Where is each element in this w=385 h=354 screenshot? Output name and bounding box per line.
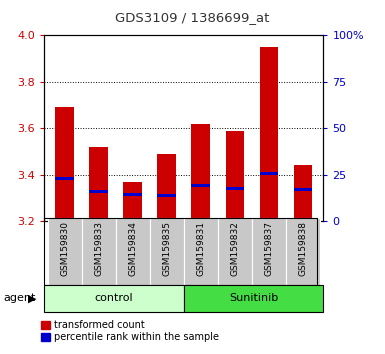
Legend: transformed count, percentile rank within the sample: transformed count, percentile rank withi…	[42, 320, 219, 342]
Bar	[82, 218, 116, 285]
Bar	[150, 218, 184, 285]
Text: GSM159834: GSM159834	[128, 221, 137, 276]
Text: GSM159830: GSM159830	[60, 221, 69, 276]
Bar	[294, 166, 312, 221]
Bar	[184, 218, 218, 285]
Bar	[218, 218, 252, 285]
Bar	[157, 194, 176, 197]
Bar	[191, 124, 210, 221]
Text: GDS3109 / 1386699_at: GDS3109 / 1386699_at	[116, 11, 270, 24]
Bar	[259, 172, 278, 175]
Text: GSM159838: GSM159838	[298, 221, 308, 276]
Bar	[252, 218, 286, 285]
Text: control: control	[95, 293, 133, 303]
Bar	[89, 189, 108, 193]
Bar	[226, 187, 244, 190]
Text: GSM159837: GSM159837	[264, 221, 273, 276]
Bar	[116, 218, 150, 285]
Bar	[184, 285, 323, 312]
Bar	[55, 177, 74, 180]
Bar	[55, 107, 74, 221]
Bar	[44, 285, 184, 312]
Bar	[157, 154, 176, 221]
Text: GSM159832: GSM159832	[230, 221, 239, 276]
Bar	[294, 188, 312, 192]
Bar	[48, 218, 82, 285]
Bar	[286, 218, 320, 285]
Text: GSM159833: GSM159833	[94, 221, 103, 276]
Bar	[191, 184, 210, 187]
Text: Sunitinib: Sunitinib	[229, 293, 278, 303]
Text: GSM159835: GSM159835	[162, 221, 171, 276]
Bar	[259, 47, 278, 221]
Text: ▶: ▶	[28, 293, 36, 303]
Text: GSM159831: GSM159831	[196, 221, 205, 276]
Bar	[226, 131, 244, 221]
Bar	[89, 147, 108, 221]
Bar	[124, 182, 142, 221]
Bar	[124, 193, 142, 196]
Text: agent: agent	[4, 293, 36, 303]
